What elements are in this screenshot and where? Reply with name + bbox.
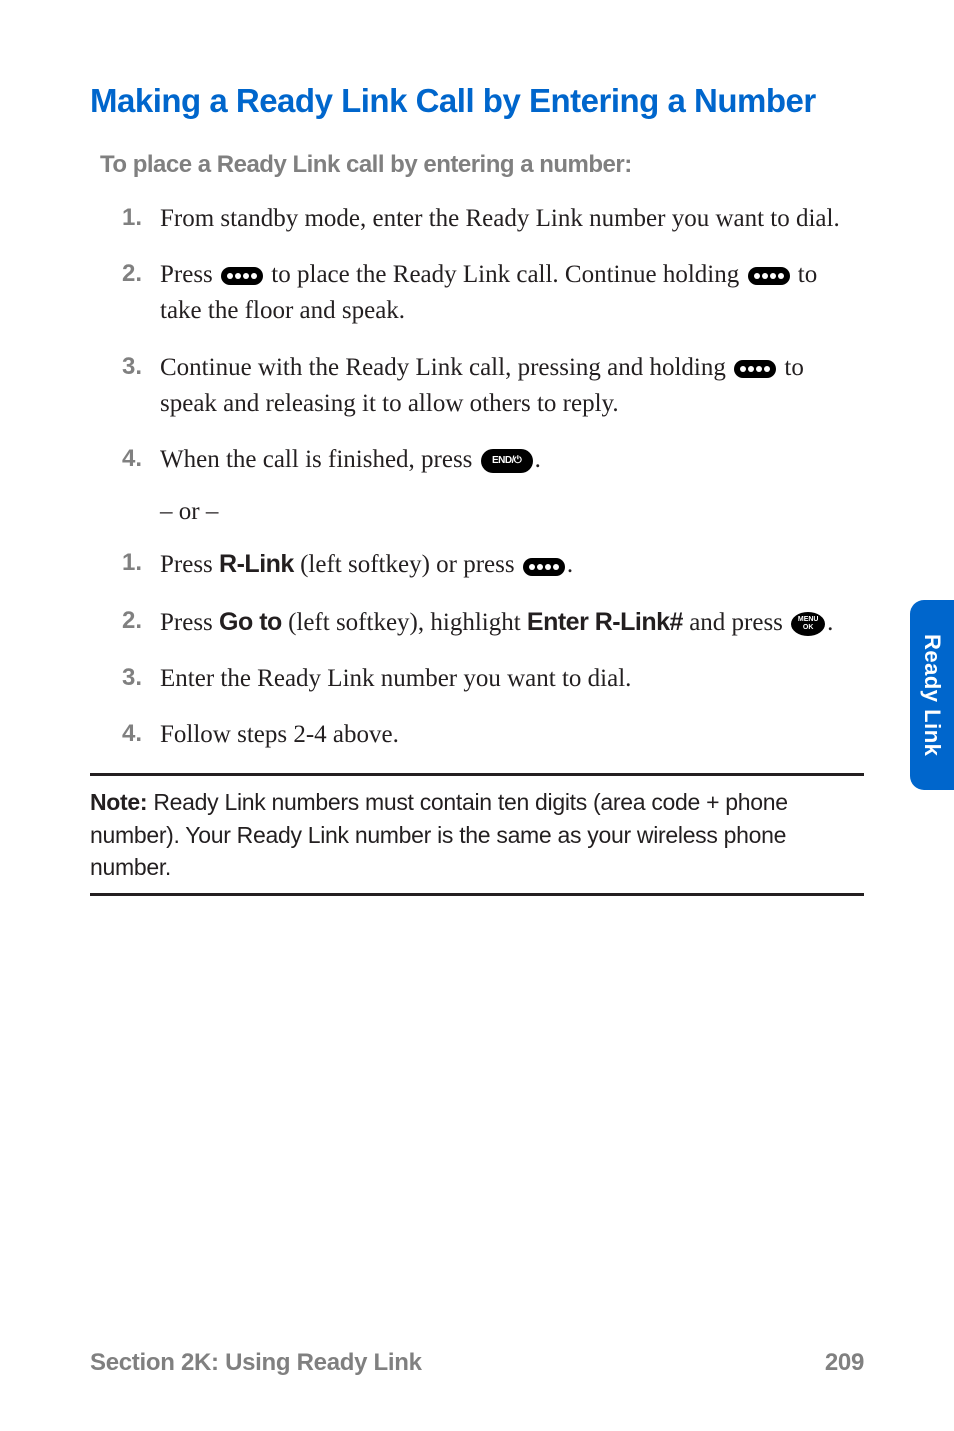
text-fragment: (left softkey), highlight [282, 609, 527, 636]
footer-section-label: Section 2K: Using Ready Link [90, 1349, 422, 1377]
or-separator: – or – [160, 498, 864, 526]
list-item: 1. From standby mode, enter the Ready Li… [110, 201, 864, 237]
text-fragment: (left softkey) or press [294, 551, 521, 578]
step-text: Press R-Link (left softkey) or press . [160, 546, 864, 583]
step-list-b: 1. Press R-Link (left softkey) or press … [110, 546, 864, 753]
footer-page-number: 209 [825, 1349, 864, 1377]
list-item: 3. Continue with the Ready Link call, pr… [110, 350, 864, 423]
ptt-button-icon [748, 267, 790, 285]
list-item: 2. Press Go to (left softkey), highlight… [110, 604, 864, 641]
list-item: 4. Follow steps 2-4 above. [110, 717, 864, 753]
text-fragment: Press [160, 551, 219, 578]
step-number: 4. [110, 717, 160, 753]
text-fragment: Press [160, 609, 219, 636]
ptt-button-icon [734, 360, 776, 378]
page-heading: Making a Ready Link Call by Entering a N… [90, 80, 864, 123]
step-number: 2. [110, 604, 160, 641]
note-text: Ready Link numbers must contain ten digi… [90, 789, 788, 879]
step-list-a: 1. From standby mode, enter the Ready Li… [110, 201, 864, 479]
ptt-button-icon [221, 267, 263, 285]
list-item: 3. Enter the Ready Link number you want … [110, 661, 864, 697]
subheading: To place a Ready Link call by entering a… [100, 151, 864, 179]
end-button-icon [481, 449, 533, 473]
text-fragment: and press [683, 609, 789, 636]
step-number: 1. [110, 201, 160, 237]
step-text: When the call is finished, press . [160, 442, 864, 478]
list-item: 1. Press R-Link (left softkey) or press … [110, 546, 864, 583]
list-item: 4. When the call is finished, press . [110, 442, 864, 478]
step-text: Continue with the Ready Link call, press… [160, 350, 864, 423]
menu-item-label: Enter R-Link# [527, 608, 683, 636]
page-footer: Section 2K: Using Ready Link 209 [90, 1349, 864, 1377]
note-label: Note: [90, 789, 147, 815]
softkey-label: Go to [219, 608, 282, 636]
list-item: 2. Press to place the Ready Link call. C… [110, 257, 864, 330]
menu-ok-button-icon [791, 612, 825, 636]
step-number: 3. [110, 661, 160, 697]
side-tab: Ready Link [910, 600, 954, 790]
page-container: Making a Ready Link Call by Entering a N… [0, 0, 954, 1431]
ptt-button-icon [523, 558, 565, 576]
text-fragment: . [827, 609, 833, 636]
step-number: 1. [110, 546, 160, 583]
text-fragment: When the call is finished, press [160, 446, 479, 473]
text-fragment: . [535, 446, 541, 473]
step-text: Press Go to (left softkey), highlight En… [160, 604, 864, 641]
step-text: Enter the Ready Link number you want to … [160, 661, 864, 697]
softkey-label: R-Link [219, 550, 294, 578]
note-box: Note: Ready Link numbers must contain te… [90, 773, 864, 896]
step-number: 4. [110, 442, 160, 478]
step-text: Follow steps 2-4 above. [160, 717, 864, 753]
text-fragment: to place the Ready Link call. Continue h… [265, 261, 745, 288]
step-text: From standby mode, enter the Ready Link … [160, 201, 864, 237]
step-number: 2. [110, 257, 160, 330]
text-fragment: . [567, 551, 573, 578]
step-number: 3. [110, 350, 160, 423]
step-text: Press to place the Ready Link call. Cont… [160, 257, 864, 330]
text-fragment: Continue with the Ready Link call, press… [160, 354, 732, 381]
text-fragment: Press [160, 261, 219, 288]
